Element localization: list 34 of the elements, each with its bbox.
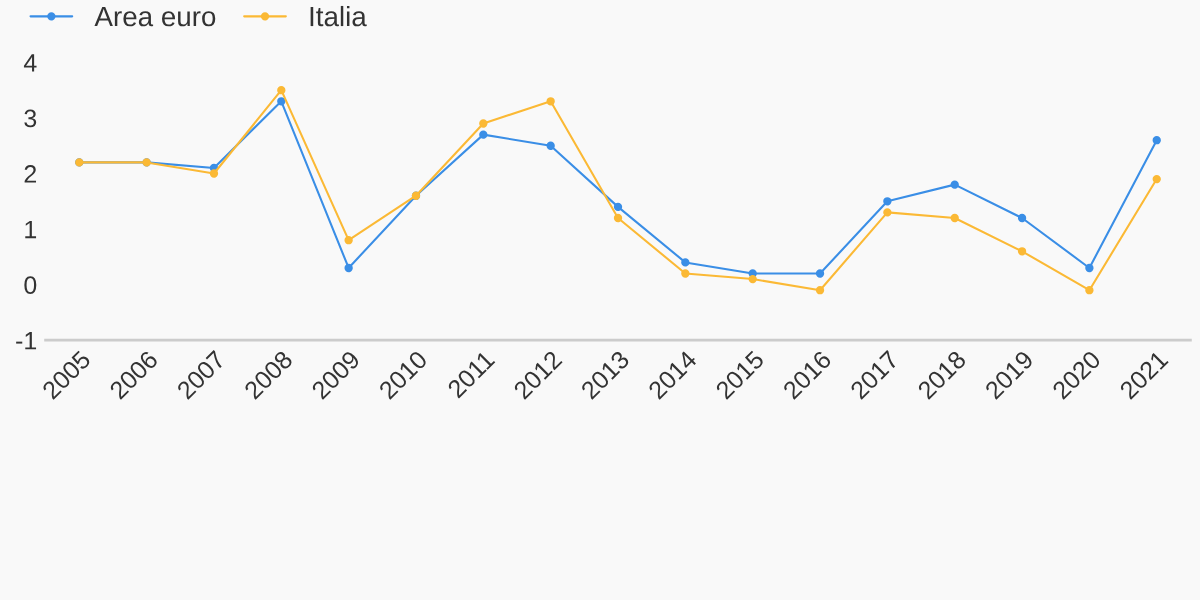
point: [546, 97, 555, 106]
y-tick-label: 2: [24, 165, 37, 183]
point: [748, 274, 757, 284]
point: [950, 213, 959, 223]
point: [883, 197, 892, 206]
point: [1152, 136, 1161, 145]
y-tick-label: -1: [16, 332, 37, 350]
point: [209, 169, 219, 178]
point: [1017, 247, 1027, 256]
y-tick-label: 4: [23, 54, 37, 72]
point: [1085, 286, 1094, 295]
point: [613, 202, 623, 212]
point: [344, 263, 353, 273]
point: [546, 141, 555, 150]
point: [1152, 174, 1161, 184]
point: [277, 97, 286, 106]
point: [815, 269, 825, 278]
legend-label: Area euro: [94, 6, 216, 27]
point: [815, 286, 825, 295]
point: [479, 119, 488, 128]
point: [613, 213, 623, 223]
point: [1017, 213, 1027, 223]
point: [344, 236, 353, 245]
point: [883, 208, 892, 217]
point: [479, 130, 488, 139]
y-tick-label: 3: [24, 109, 37, 128]
point: [277, 86, 286, 95]
point: [1085, 263, 1094, 273]
point: [950, 180, 959, 189]
legend-label: Italia: [310, 5, 367, 27]
point: [681, 269, 690, 278]
y-tick-label: 1: [25, 220, 37, 239]
y-tick-label: 0: [24, 276, 37, 294]
point: [681, 258, 690, 267]
